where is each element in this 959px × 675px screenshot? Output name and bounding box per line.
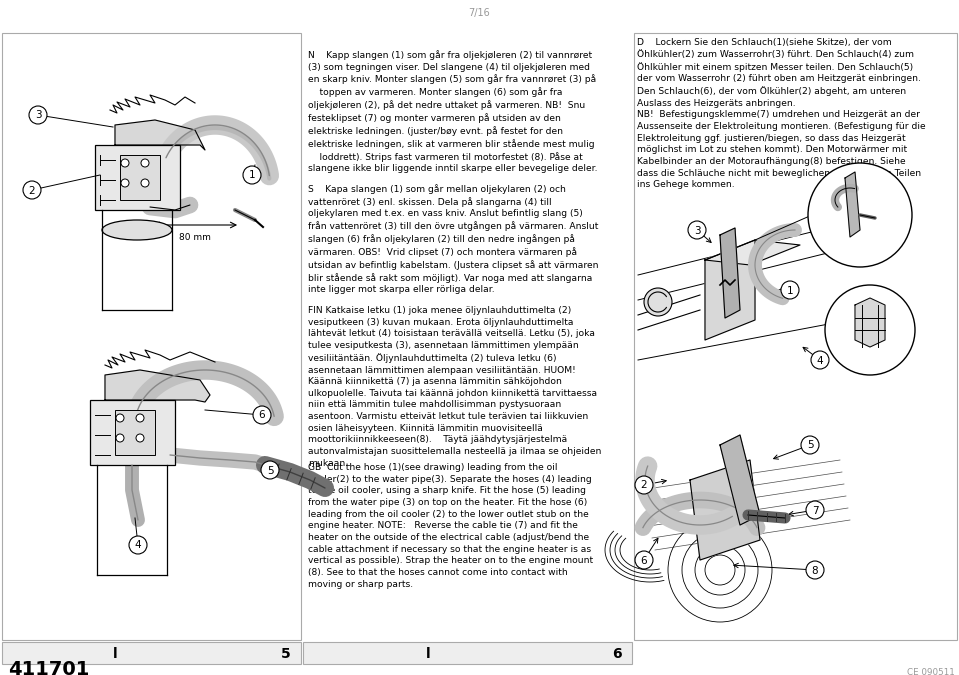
Circle shape	[29, 106, 47, 124]
Ellipse shape	[102, 220, 172, 240]
Text: 80 mm: 80 mm	[179, 233, 211, 242]
Text: N    Kapp slangen (1) som går fra oljekjøleren (2) til vannrøret
(3) som tegning: N Kapp slangen (1) som går fra oljekjøle…	[308, 50, 597, 173]
Circle shape	[23, 181, 41, 199]
Text: 5: 5	[807, 441, 813, 450]
Text: 6: 6	[641, 556, 647, 566]
Text: FIN Katkaise letku (1) joka menee öljynlauhduttimelta (2)
vesiputkeen (3) kuvan : FIN Katkaise letku (1) joka menee öljynl…	[308, 306, 601, 468]
Text: GB  Cut the hose (1)(see drawing) leading from the oil
cooler(2) to the water pi: GB Cut the hose (1)(see drawing) leading…	[308, 463, 593, 589]
Text: 6: 6	[613, 647, 622, 661]
Bar	[634, 33, 957, 640]
Polygon shape	[105, 370, 210, 402]
Text: l: l	[426, 647, 431, 661]
Text: 8: 8	[811, 566, 818, 576]
Polygon shape	[115, 120, 205, 150]
Polygon shape	[845, 172, 860, 237]
Circle shape	[806, 501, 824, 519]
Polygon shape	[720, 228, 740, 318]
Bar	[303, 642, 632, 664]
Text: D    Lockern Sie den Schlauch(1)(siehe Skitze), der vom
Öhlkühler(2) zum Wasserr: D Lockern Sie den Schlauch(1)(siehe Skit…	[637, 38, 925, 189]
FancyBboxPatch shape	[90, 400, 175, 465]
Text: 7/16: 7/16	[468, 8, 490, 18]
Polygon shape	[720, 435, 760, 525]
Polygon shape	[705, 240, 755, 340]
Circle shape	[644, 288, 672, 316]
Bar	[120, 155, 160, 200]
Text: 4: 4	[134, 541, 141, 551]
Circle shape	[116, 434, 124, 442]
Text: 2: 2	[29, 186, 35, 196]
Circle shape	[141, 159, 149, 167]
Circle shape	[781, 281, 799, 299]
Text: 3: 3	[35, 111, 41, 121]
Bar	[2, 33, 301, 640]
Circle shape	[806, 561, 824, 579]
Circle shape	[688, 221, 706, 239]
Circle shape	[811, 351, 829, 369]
FancyBboxPatch shape	[95, 145, 180, 210]
Circle shape	[129, 536, 147, 554]
Text: S    Kapa slangen (1) som går mellan oljekylaren (2) och
vattenröret (3) enl. sk: S Kapa slangen (1) som går mellan oljeky…	[308, 184, 598, 294]
Text: 3: 3	[693, 225, 700, 236]
Text: 5: 5	[281, 647, 291, 661]
Circle shape	[243, 166, 261, 184]
Text: CE 090511: CE 090511	[907, 668, 955, 675]
Bar	[115, 410, 155, 455]
Text: 5: 5	[267, 466, 273, 475]
Circle shape	[121, 179, 129, 187]
Circle shape	[635, 476, 653, 494]
Text: l: l	[113, 647, 118, 661]
Circle shape	[121, 159, 129, 167]
Text: 6: 6	[259, 410, 266, 421]
Text: 2: 2	[641, 481, 647, 491]
Text: 1: 1	[786, 286, 793, 296]
Circle shape	[116, 414, 124, 422]
Polygon shape	[705, 240, 800, 265]
Text: 1: 1	[248, 171, 255, 180]
Circle shape	[801, 436, 819, 454]
Polygon shape	[855, 298, 885, 347]
Polygon shape	[690, 460, 760, 560]
Text: 411701: 411701	[8, 660, 89, 675]
Circle shape	[635, 551, 653, 569]
Bar	[2, 642, 301, 664]
Circle shape	[808, 163, 912, 267]
Circle shape	[825, 285, 915, 375]
Text: 7: 7	[811, 506, 818, 516]
Text: 4: 4	[817, 356, 824, 365]
Circle shape	[253, 406, 271, 424]
Circle shape	[136, 414, 144, 422]
Circle shape	[261, 461, 279, 479]
Circle shape	[141, 179, 149, 187]
Circle shape	[136, 434, 144, 442]
